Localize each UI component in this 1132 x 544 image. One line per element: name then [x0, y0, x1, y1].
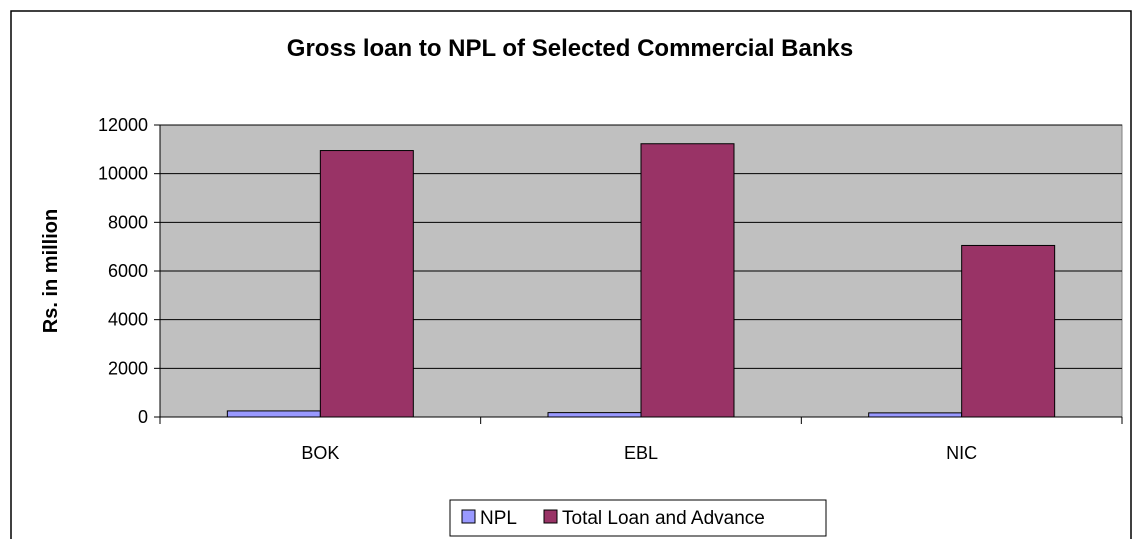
bars: [226, 143, 1056, 418]
bar-nic-npl: [868, 412, 963, 418]
bar-ebl-total-loan-and-advance: [640, 143, 735, 418]
bar-bok-npl: [226, 410, 321, 418]
x-ticks: BOK EBL NIC: [159, 417, 1123, 463]
y-tick-label-12000: 12000: [98, 115, 148, 135]
y-tick-label-6000: 6000: [108, 261, 148, 281]
y-tick-label-4000: 4000: [108, 310, 148, 330]
chart-title: Gross loan to NPL of Selected Commercial…: [287, 35, 853, 62]
legend-label-total-loan: Total Loan and Advance: [562, 508, 765, 529]
bar-nic-total-loan-and-advance: [961, 244, 1056, 418]
bar-ebl-npl: [547, 412, 642, 418]
legend-swatch-total-loan: [543, 509, 558, 524]
x-tick-label-ebl: EBL: [624, 443, 658, 463]
legend-label-npl: NPL: [480, 508, 517, 529]
legend-swatch-npl: [461, 509, 476, 524]
legend: NPL Total Loan and Advance: [449, 499, 827, 537]
legend-box: [449, 499, 827, 537]
y-tick-label-0: 0: [138, 407, 148, 427]
y-tick-label-2000: 2000: [108, 358, 148, 378]
y-tick-label-10000: 10000: [98, 164, 148, 184]
y-axis-label: Rs. in million: [40, 209, 62, 333]
y-ticks: 0 2000 4000 6000 8000 10000 12000: [98, 115, 160, 427]
x-tick-label-bok: BOK: [301, 443, 339, 463]
bar-bok-total-loan-and-advance: [319, 150, 414, 418]
y-tick-label-8000: 8000: [108, 212, 148, 232]
x-tick-label-nic: NIC: [946, 443, 977, 463]
